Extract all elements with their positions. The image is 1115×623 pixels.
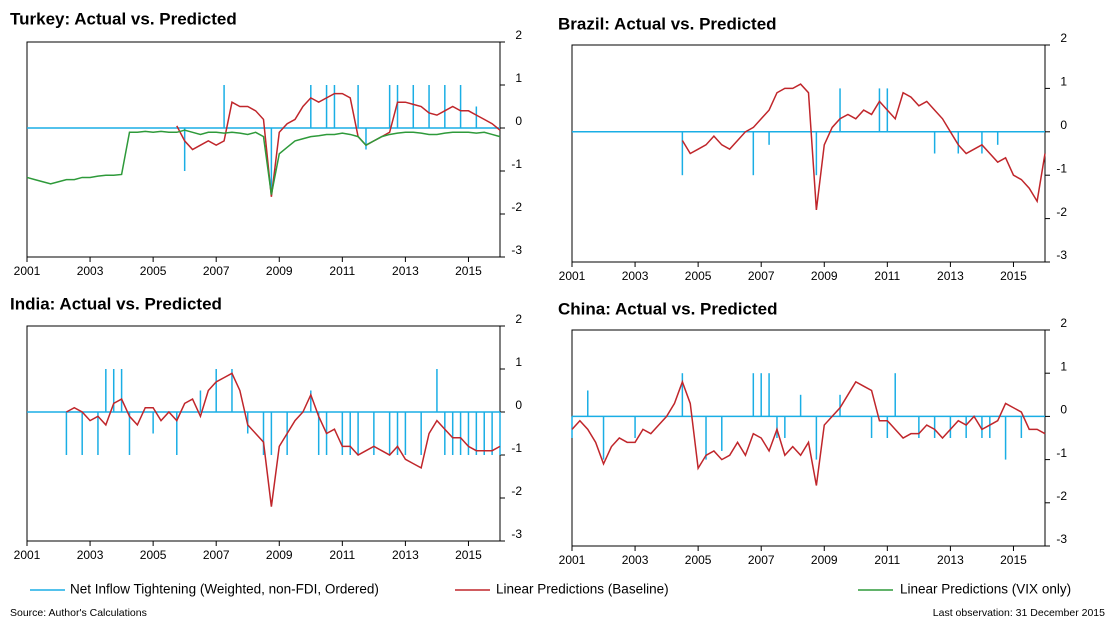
x-tick-label: 2007 (203, 548, 230, 562)
y-tick-label: -1 (511, 441, 522, 455)
x-tick-label: 2013 (937, 553, 964, 567)
series-line (26, 129, 501, 195)
plot-frame (571, 44, 1046, 263)
x-tick-label: 2005 (685, 553, 712, 567)
x-tick-label: 2013 (392, 548, 419, 562)
chart-title: India: Actual vs. Predicted (10, 294, 222, 313)
y-tick-label: 0 (1060, 403, 1067, 417)
y-tick-label: -2 (511, 484, 522, 498)
x-tick-label: 2005 (140, 548, 167, 562)
y-tick-label: 0 (515, 398, 522, 412)
x-tick-label: 2005 (140, 264, 167, 278)
y-tick-label: -3 (1056, 248, 1067, 262)
plot-area (27, 369, 501, 507)
panel: India: Actual vs. Predicted -3 -2 -1 0 1 2 2001… (10, 294, 522, 562)
x-tick-label: 2005 (685, 269, 712, 283)
last-observation-note: Last observation: 31 December 2015 (933, 607, 1105, 619)
y-tick-label: 2 (515, 312, 522, 326)
x-tick-label: 2001 (14, 264, 41, 278)
x-tick-label: 2009 (266, 264, 293, 278)
y-tick-label: 0 (515, 114, 522, 128)
x-tick-label: 2015 (455, 264, 482, 278)
x-tick-label: 2011 (874, 269, 900, 283)
x-tick-label: 2003 (77, 264, 104, 278)
plot-area (571, 373, 1046, 486)
x-tick-label: 2007 (748, 553, 775, 567)
y-tick-label: 0 (1060, 118, 1067, 132)
panel: Brazil: Actual vs. Predicted -3 -2 -1 0 1 2 200… (558, 14, 1067, 283)
y-tick-label: 2 (515, 28, 522, 42)
y-tick-label: 1 (515, 71, 522, 85)
x-tick-label: 2003 (77, 548, 104, 562)
x-tick-label: 2009 (811, 269, 838, 283)
legend-label: Net Inflow Tightening (Weighted, non-FDI… (70, 582, 379, 597)
chart-title: Brazil: Actual vs. Predicted (558, 14, 777, 33)
y-tick-label: -3 (511, 527, 522, 541)
x-tick-label: 2015 (455, 548, 482, 562)
x-tick-label: 2001 (559, 553, 586, 567)
panel: Turkey: Actual vs. Predicted -3 -2 -1 0 1 2 200… (10, 9, 522, 278)
x-tick-label: 2015 (1000, 269, 1027, 283)
x-tick-label: 2011 (329, 264, 355, 278)
x-tick-label: 2003 (622, 269, 649, 283)
x-tick-label: 2007 (203, 264, 230, 278)
series-line (66, 372, 501, 507)
y-tick-label: 1 (1060, 75, 1067, 89)
y-tick-label: -2 (1056, 489, 1067, 503)
x-tick-label: 2011 (329, 548, 355, 562)
y-tick-label: -2 (1056, 205, 1067, 219)
y-tick-label: -1 (1056, 446, 1067, 460)
plot-area (26, 85, 501, 197)
x-tick-label: 2011 (874, 553, 900, 567)
y-tick-label: -2 (511, 200, 522, 214)
y-tick-label: 2 (1060, 316, 1067, 330)
chart-title: China: Actual vs. Predicted (558, 299, 777, 318)
plot-area (572, 83, 1046, 211)
plot-frame (26, 41, 501, 258)
x-tick-label: 2009 (811, 553, 838, 567)
legend-label: Linear Predictions (Baseline) (496, 582, 669, 597)
source-note: Source: Author's Calculations (10, 607, 147, 619)
x-tick-label: 2001 (14, 548, 41, 562)
y-tick-label: -3 (1056, 532, 1067, 546)
y-tick-label: -1 (1056, 161, 1067, 175)
y-tick-label: -3 (511, 243, 522, 257)
y-tick-label: 1 (1060, 359, 1067, 373)
x-tick-label: 2013 (392, 264, 419, 278)
y-tick-label: 2 (1060, 31, 1067, 45)
legend: Net Inflow Tightening (Weighted, non-FDI… (30, 582, 1071, 597)
legend-label: Linear Predictions (VIX only) (900, 582, 1071, 597)
x-tick-label: 2001 (559, 269, 586, 283)
x-tick-label: 2015 (1000, 553, 1027, 567)
y-tick-label: -1 (511, 157, 522, 171)
plot-frame (571, 329, 1046, 547)
x-tick-label: 2007 (748, 269, 775, 283)
panel: China: Actual vs. Predicted -3 -2 -1 0 1 2 2001… (558, 299, 1067, 567)
series-line (681, 83, 1046, 211)
y-tick-label: 1 (515, 355, 522, 369)
x-tick-label: 2009 (266, 548, 293, 562)
chart-title: Turkey: Actual vs. Predicted (10, 9, 237, 28)
series-line (176, 92, 501, 197)
series-line (571, 379, 1046, 486)
x-tick-label: 2003 (622, 553, 649, 567)
x-tick-label: 2013 (937, 269, 964, 283)
